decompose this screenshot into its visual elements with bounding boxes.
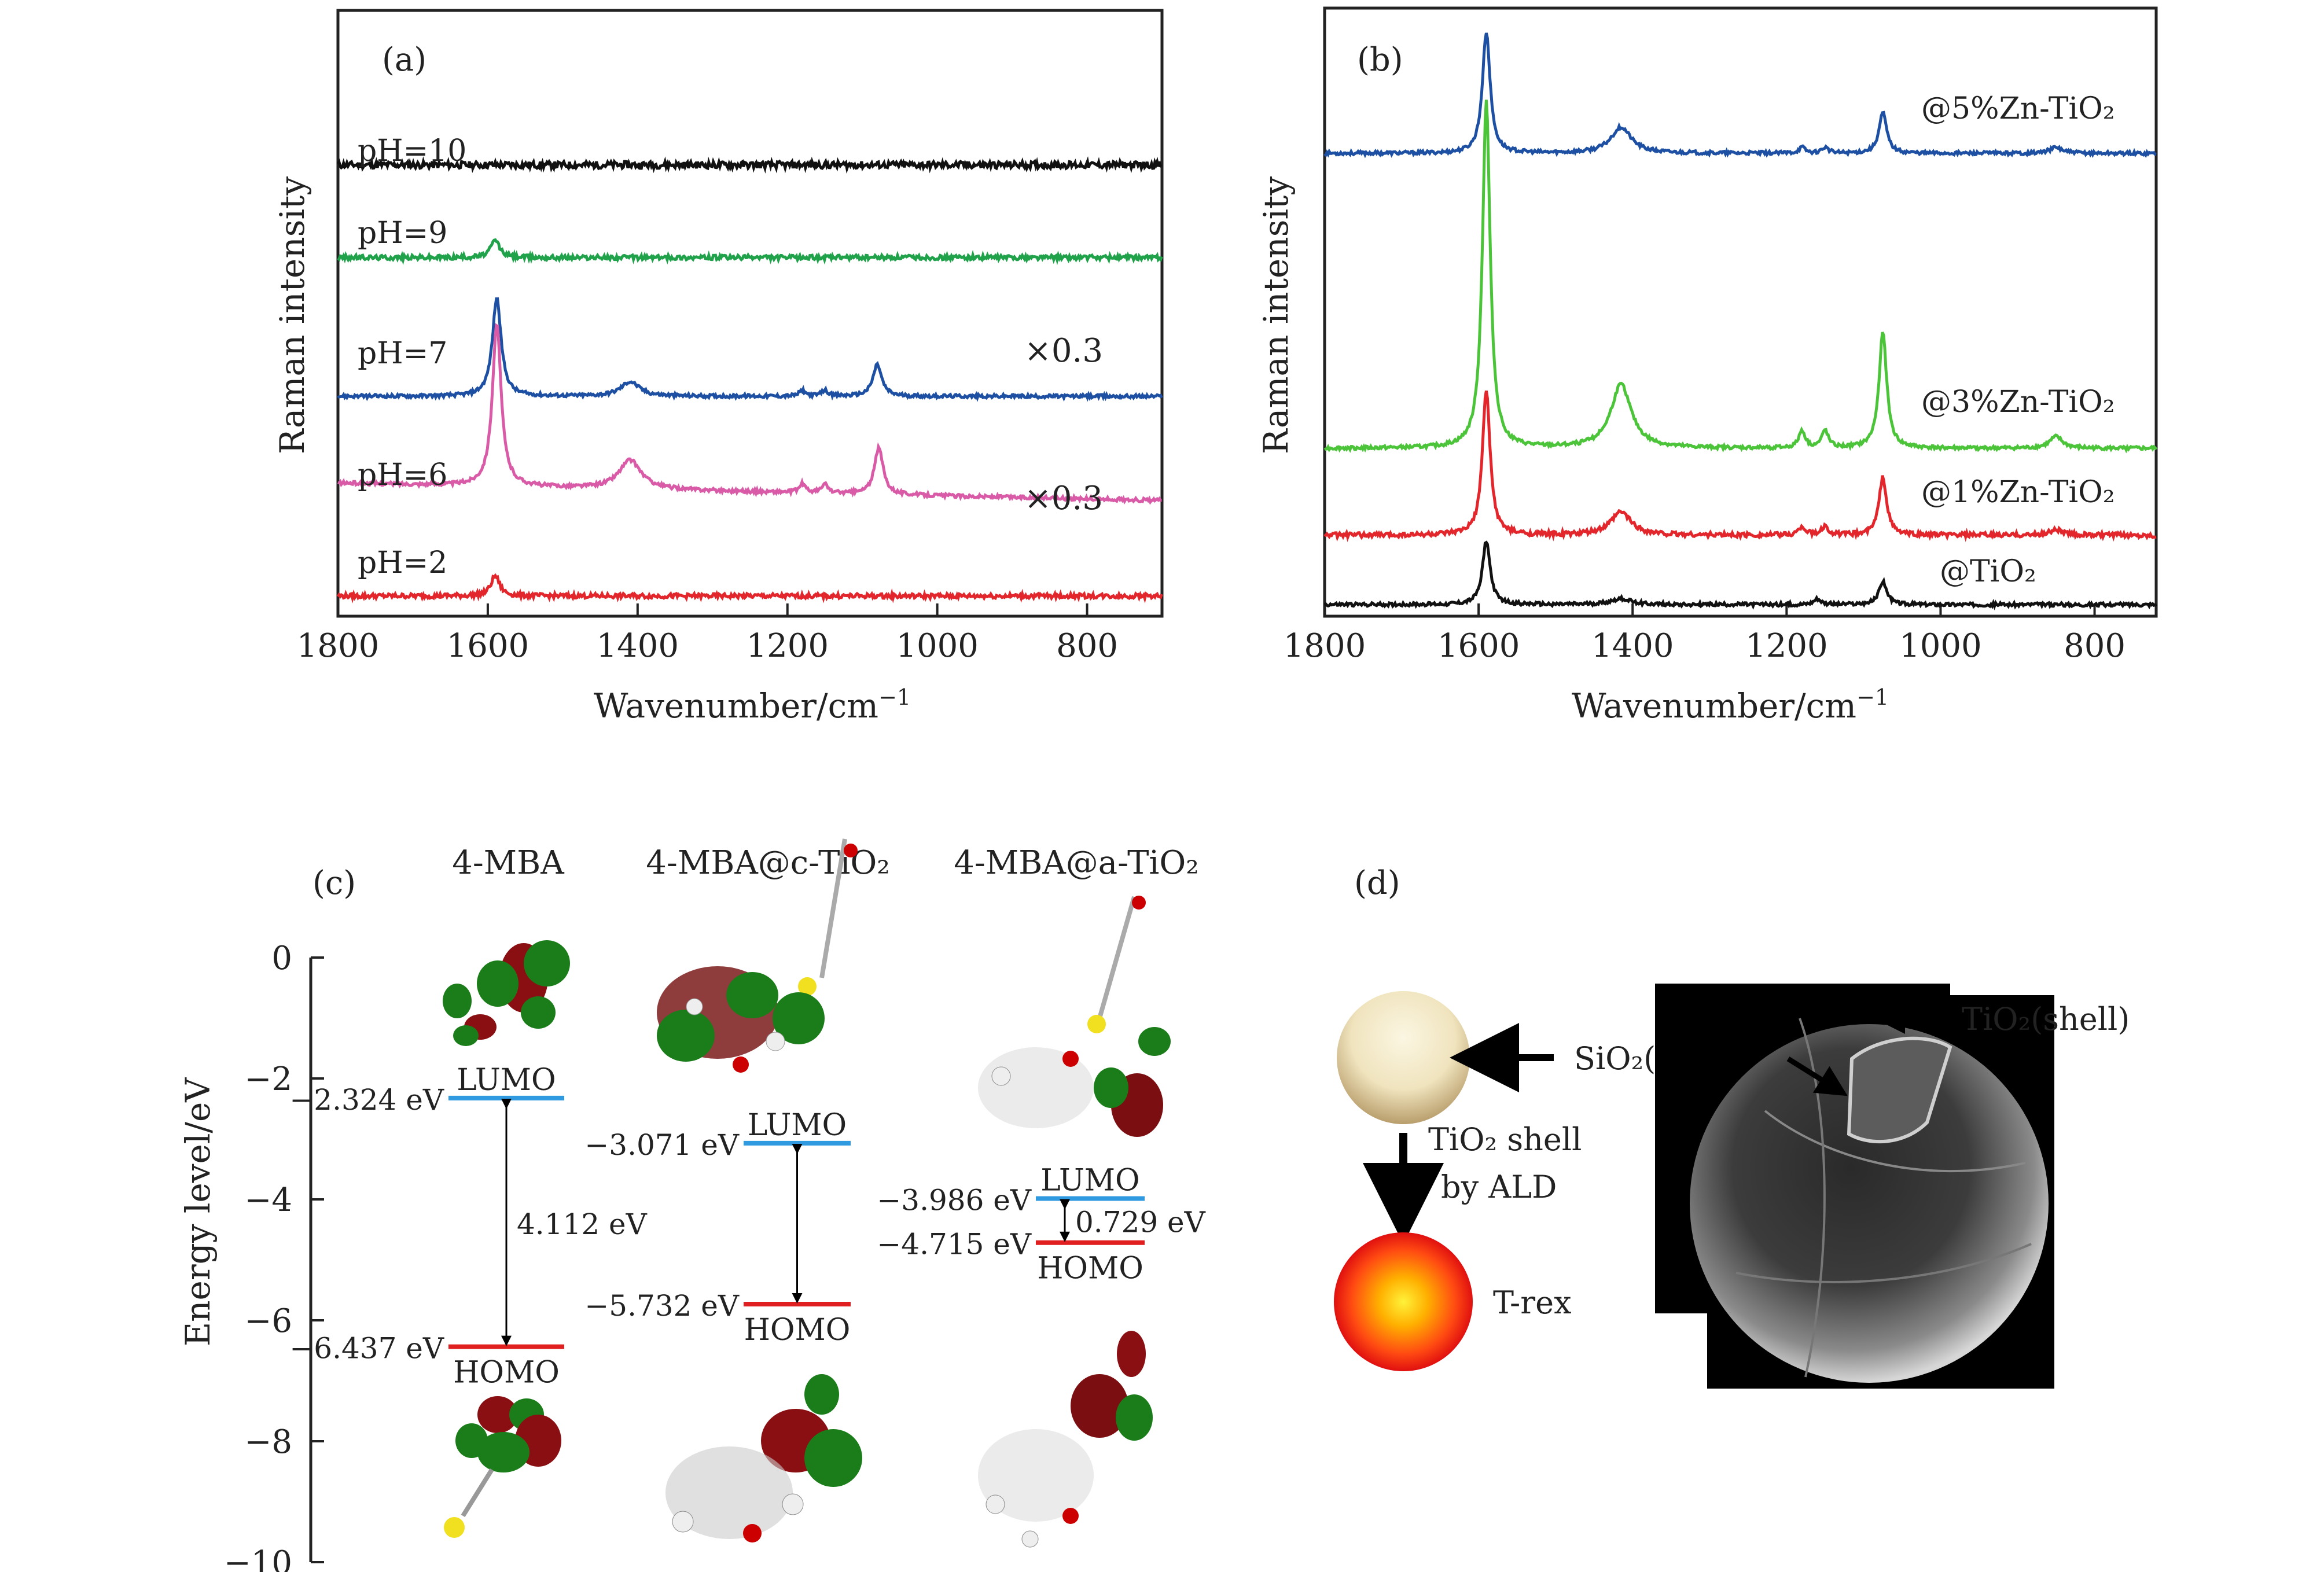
panel-b-x-tick-label: 800 <box>2064 627 2126 665</box>
panel-c-y-tick-label: −2 <box>244 1061 292 1098</box>
annotation-ph7-scale: ×0.3 <box>1024 332 1103 370</box>
homo-text: HOMO <box>453 1356 560 1390</box>
panel-a-x-tick-label: 1800 <box>297 627 380 665</box>
panel-a-x-tick-label: 800 <box>1056 627 1118 665</box>
homo-text: HOMO <box>744 1313 851 1348</box>
panel-b-x-tick-label: 1200 <box>1745 627 1828 665</box>
panel-b-x-tick-label: 1000 <box>1899 627 1982 665</box>
panel-d-label: (d) <box>1354 864 1400 902</box>
lumo-value-label: −3.071 eV <box>584 1128 740 1162</box>
panel-a-label: (a) <box>382 41 426 79</box>
panel-b-series-line-1 <box>1323 100 2158 454</box>
shell-label: TiO₂(shell) <box>1962 1001 2130 1037</box>
panel-c-label: (c) <box>312 864 356 902</box>
label-ph2: pH=2 <box>358 546 447 580</box>
process-label-line2: by ALD <box>1441 1169 1557 1205</box>
panel-a-x-ticks: 1800 1600 1400 1200 1000 800 <box>297 603 1118 665</box>
panel-c-energy-levels: −2.324 eV −6.437 eV LUMO HOMO 4.112 eV −3.071… <box>289 1063 1205 1390</box>
title-4mba-a-tio2: 4-MBA@a-TiO₂ <box>954 844 1198 882</box>
panel-b-series <box>1323 32 2158 610</box>
panel-b-x-tick-label: 1800 <box>1284 627 1366 665</box>
panel-b-series-line-3 <box>1323 540 2157 610</box>
panel-c-y-tick-label: −6 <box>244 1302 292 1340</box>
gap-label: 4.112 eV <box>517 1207 648 1241</box>
panel-b-label: (b) <box>1357 41 1403 79</box>
annotation-ph6-scale: ×0.3 <box>1024 480 1103 517</box>
homo-text: HOMO <box>1037 1251 1143 1286</box>
orbital-c-tio2-lumo <box>657 838 858 1073</box>
panel-b-series-line-2 <box>1323 391 2157 542</box>
title-4mba: 4-MBA <box>452 844 564 882</box>
orbital-a-tio2-lumo <box>978 896 1171 1137</box>
panel-a-x-tick-label: 1000 <box>896 627 979 665</box>
panel-c-y-ticks: 0 −2 −4 −6 −8 −10 <box>224 940 324 1572</box>
label-ph6: pH=6 <box>358 458 447 492</box>
panel-c: (c) Energy level/eV 0 −2 −4 −6 −8 −10 4-MBA 4… <box>178 838 1206 1572</box>
panel-c-y-tick-label: −10 <box>224 1544 292 1572</box>
orbital-4mba-lumo <box>443 940 570 1046</box>
lumo-text: LUMO <box>748 1108 847 1143</box>
panel-c-y-tick-label: −4 <box>244 1181 292 1219</box>
panel-a-x-tick-label: 1600 <box>447 627 529 665</box>
panel-d: (d) SiO₂(core) TiO₂ shell by ALD T-rex T… <box>1334 864 2130 1389</box>
panel-b-ylabel: Raman intensity <box>1256 176 1296 454</box>
panel-b-frame <box>1323 6 2158 618</box>
sem-image <box>1655 984 2054 1389</box>
panel-b-x-tick-label: 1600 <box>1437 627 1520 665</box>
gap-label: 0.729 eV <box>1075 1206 1206 1239</box>
lumo-value-label: −2.324 eV <box>289 1083 444 1117</box>
panel-a-series-line-1 <box>337 238 1163 266</box>
label-1zn: @1%Zn-TiO₂ <box>1921 475 2115 510</box>
core-sem-arrow <box>1786 1056 1848 1096</box>
lumo-value-label: −3.986 eV <box>877 1184 1032 1217</box>
panel-b-x-ticks: 1800 1600 1400 1200 1000 800 <box>1284 603 2126 665</box>
homo-value-label: −5.732 eV <box>584 1289 740 1323</box>
label-ph10: pH=10 <box>358 134 466 168</box>
process-label-line1: TiO₂ shell <box>1428 1121 1582 1158</box>
panel-a-series-line-2 <box>337 297 1163 402</box>
homo-value-label: −6.437 eV <box>289 1332 444 1365</box>
lumo-text: LUMO <box>457 1063 556 1098</box>
panel-a-x-tick-label: 1400 <box>597 627 679 665</box>
panel-b-x-tick-label: 1400 <box>1591 627 1674 665</box>
orbital-4mba-homo <box>444 1396 561 1538</box>
sio2-core-sphere <box>1337 991 1470 1124</box>
panel-a-ylabel: Raman intensity <box>273 176 312 454</box>
panel-c-ylabel: Energy level/eV <box>178 1077 218 1346</box>
label-ph7: pH=7 <box>358 336 447 371</box>
trex-sphere <box>1334 1232 1473 1371</box>
panel-a-x-tick-label: 1200 <box>746 627 829 665</box>
orbital-c-tio2-homo <box>665 1374 862 1542</box>
homo-value-label: −4.715 eV <box>877 1228 1032 1261</box>
panel-a-frame <box>336 9 1164 618</box>
label-ph9: pH=9 <box>358 216 447 251</box>
lumo-text: LUMO <box>1040 1164 1139 1198</box>
panel-b: (b) Raman intensity 1800 1600 1400 1200 1000… <box>1256 6 2158 726</box>
panel-c-y-tick-label: −8 <box>244 1423 292 1461</box>
orbital-a-tio2-homo <box>978 1331 1153 1548</box>
panel-a: (a) Raman intensity 1800 1600 1400 1200 1000… <box>273 9 1164 726</box>
panel-a-series-line-3 <box>337 323 1162 505</box>
label-3zn: @3%Zn-TiO₂ <box>1921 385 2115 419</box>
panel-c-y-tick-label: 0 <box>271 940 292 977</box>
panel-b-xlabel: Wavenumber/cm−1 <box>1572 684 1889 726</box>
label-5zn: @5%Zn-TiO₂ <box>1921 91 2115 126</box>
panel-b-series-line-0 <box>1323 32 2157 159</box>
label-tio2: @TiO₂ <box>1940 554 2036 589</box>
trex-label: T-rex <box>1493 1284 1572 1321</box>
panel-a-series <box>336 156 1163 603</box>
panel-a-series-line-4 <box>336 573 1163 603</box>
panel-a-xlabel: Wavenumber/cm−1 <box>594 684 911 726</box>
panel-a-series-line-0 <box>336 156 1163 174</box>
